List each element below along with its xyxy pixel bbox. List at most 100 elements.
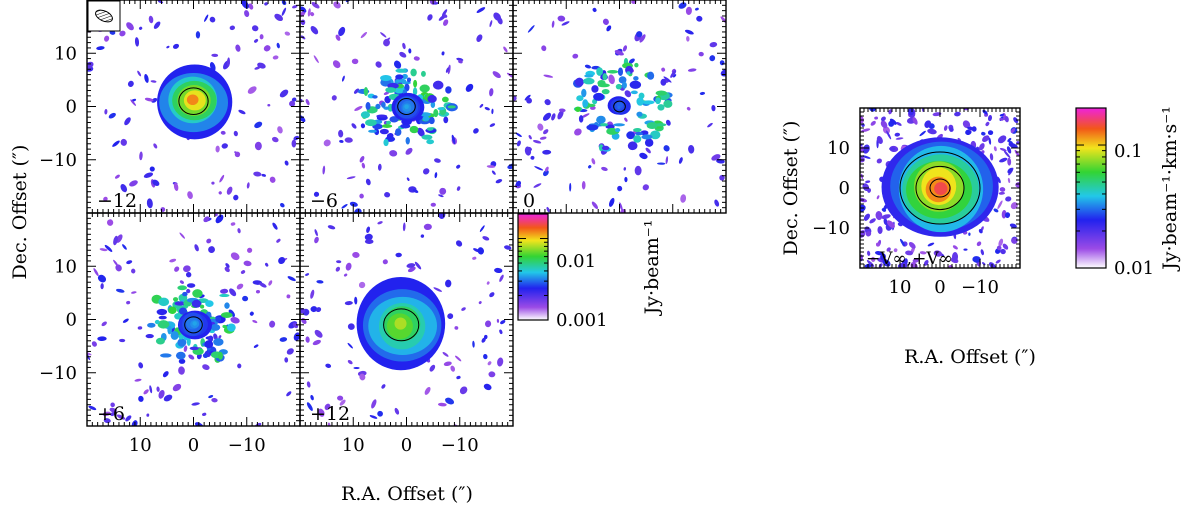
noise-speck (314, 229, 318, 237)
emission-clump (578, 115, 584, 123)
emission-clump (389, 116, 399, 123)
noise-speck (365, 178, 371, 186)
noise-speck (534, 166, 544, 171)
noise-speck (1006, 146, 1012, 154)
noise-speck (875, 211, 883, 221)
noise-speck (919, 130, 926, 137)
noise-speck (447, 313, 454, 319)
noise-speck (524, 146, 532, 156)
emission-clump (363, 87, 369, 96)
noise-speck (233, 130, 238, 137)
noise-speck (331, 95, 337, 101)
noise-speck (619, 202, 623, 211)
noise-speck (237, 363, 242, 369)
noise-speck (982, 262, 986, 266)
noise-speck (279, 337, 288, 342)
emission-clump (202, 353, 209, 359)
noise-speck (456, 186, 461, 191)
contour-line (899, 151, 981, 225)
noise-speck (324, 403, 331, 411)
noise-speck (284, 160, 289, 166)
noise-speck (109, 407, 117, 413)
noise-speck (496, 318, 500, 323)
noise-speck (719, 60, 725, 66)
noise-speck (325, 363, 332, 368)
noise-speck (252, 319, 258, 324)
noise-speck (254, 121, 263, 129)
noise-speck (211, 397, 218, 403)
noise-speck (530, 155, 535, 160)
emission-clump (433, 108, 439, 118)
noise-speck (399, 51, 407, 58)
noise-speck (402, 42, 406, 50)
noise-speck (306, 402, 313, 411)
noise-speck (622, 45, 628, 52)
emission-clump (447, 105, 456, 109)
noise-speck (169, 258, 177, 263)
noise-speck (100, 283, 104, 290)
noise-speck (187, 191, 193, 199)
noise-speck (437, 402, 447, 407)
noise-speck (515, 180, 522, 187)
noise-speck (126, 260, 133, 265)
noise-speck (149, 385, 153, 394)
noise-speck (314, 236, 319, 244)
noise-speck (438, 213, 446, 220)
noise-speck (276, 42, 280, 49)
noise-speck (684, 29, 694, 35)
noise-speck (456, 57, 464, 62)
noise-speck (591, 158, 596, 165)
noise-speck (445, 279, 452, 288)
noise-speck (445, 397, 455, 405)
noise-speck (349, 201, 358, 207)
noise-speck (588, 165, 592, 169)
noise-speck (1015, 182, 1020, 188)
noise-speck (352, 251, 360, 258)
noise-speck (286, 348, 294, 355)
contour-line (915, 165, 965, 211)
noise-speck (912, 117, 918, 125)
noise-speck (491, 170, 496, 175)
emission-clump (395, 78, 407, 83)
emission-clump (593, 92, 605, 101)
noise-speck (454, 355, 462, 362)
noise-speck (1010, 202, 1018, 210)
y-tick-label: 0 (66, 97, 77, 118)
emission-clump (621, 81, 627, 89)
noise-speck (516, 140, 521, 147)
emission-clump (405, 136, 410, 145)
noise-speck (382, 259, 388, 265)
noise-speck (292, 5, 298, 9)
noise-speck (602, 18, 609, 25)
noise-speck (456, 375, 461, 380)
noise-speck (456, 164, 461, 169)
noise-speck (688, 144, 695, 154)
contour-line (929, 178, 951, 198)
noise-speck (476, 7, 486, 13)
noise-speck (183, 265, 191, 273)
channel-colorbar-tick-label: 0.001 (556, 310, 608, 331)
noise-speck (999, 187, 1006, 192)
emission-clump (178, 358, 186, 364)
noise-speck (103, 418, 111, 424)
emission-clump (618, 76, 627, 84)
noise-speck (886, 130, 892, 140)
noise-speck (179, 232, 186, 239)
noise-speck (254, 39, 259, 43)
noise-speck (642, 184, 650, 191)
contour-line (397, 98, 416, 115)
noise-speck (657, 162, 666, 165)
emission-clump (617, 67, 624, 77)
emission-clump (598, 144, 604, 152)
noise-speck (442, 351, 449, 357)
noise-speck (572, 53, 579, 59)
emission-clump (156, 308, 168, 316)
noise-speck (269, 320, 276, 328)
noise-speck (360, 31, 368, 39)
noise-speck (528, 135, 532, 140)
noise-speck (310, 289, 315, 299)
noise-speck (254, 141, 262, 151)
noise-speck (314, 329, 323, 338)
emission-clump (650, 130, 661, 140)
